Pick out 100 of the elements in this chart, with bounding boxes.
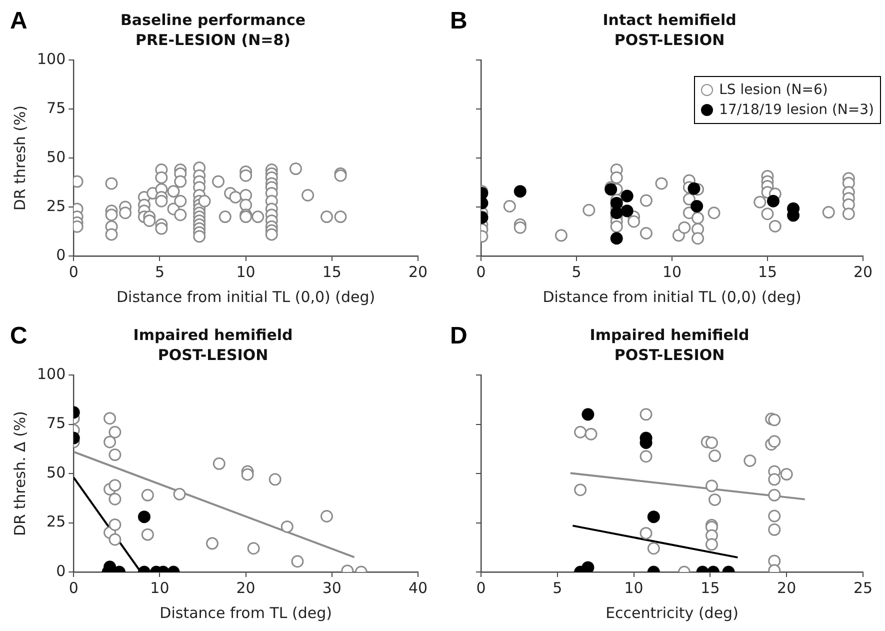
text: D	[450, 322, 468, 350]
point	[766, 194, 780, 208]
x-axis-title: Distance from initial TL (0,0) (deg)	[542, 288, 802, 306]
point	[610, 232, 623, 245]
x-tick-label: 10	[236, 262, 256, 281]
y-axis-title: DR thresh (%)	[10, 105, 29, 211]
point	[554, 229, 568, 242]
point	[640, 408, 652, 421]
x-tick-label: 25	[853, 578, 873, 597]
x-tick-label: 20	[853, 262, 873, 281]
point	[754, 196, 766, 208]
point	[268, 473, 282, 486]
point	[768, 523, 781, 536]
point	[108, 426, 122, 438]
y-tick-label: 0	[56, 562, 66, 580]
legend-label: 17/18/19 lesion (N=3)	[719, 101, 874, 120]
point	[610, 206, 623, 220]
point	[640, 194, 652, 207]
point	[688, 182, 700, 195]
point	[768, 435, 781, 448]
point	[761, 208, 774, 220]
x-axis-title: Distance from TL (deg)	[160, 604, 332, 622]
x-tick-label: 5	[572, 262, 582, 281]
x-tick-label: 15	[758, 262, 778, 281]
point	[708, 206, 720, 220]
y-tick-label: 50	[46, 463, 66, 482]
point	[574, 484, 587, 496]
point	[241, 468, 254, 481]
y-tick-label: 25	[46, 196, 66, 215]
point	[108, 518, 122, 531]
point	[503, 200, 516, 212]
text: C	[10, 322, 28, 350]
point	[104, 412, 116, 425]
point	[678, 221, 691, 234]
point	[692, 212, 704, 224]
point	[822, 206, 835, 219]
x-tick-label: 5	[552, 578, 562, 597]
chart-title: Impaired hemifield	[590, 326, 750, 344]
chart-subtitle: POST-LESION	[158, 346, 268, 364]
point	[768, 488, 781, 502]
y-tick-label: 100	[36, 50, 66, 68]
point	[744, 454, 756, 467]
x-tick-label: 10	[662, 262, 682, 281]
x-axis-title: Distance from initial TL (0,0) (deg)	[116, 288, 376, 306]
chart-title: Intact hemifield	[602, 10, 736, 29]
point	[780, 468, 793, 481]
point	[842, 208, 855, 220]
chart-subtitle: PRE-LESION (N=8)	[135, 30, 291, 49]
x-tick-label: 0	[68, 578, 78, 597]
point	[582, 204, 596, 216]
y-tick-label: 100	[36, 364, 66, 383]
y-tick-label: 25	[46, 512, 66, 531]
point	[620, 204, 634, 218]
x-tick-label: 0	[476, 262, 486, 281]
point	[690, 200, 704, 212]
point	[708, 450, 722, 462]
point	[574, 426, 587, 438]
point	[705, 480, 718, 492]
text: B	[450, 8, 468, 35]
point	[104, 436, 116, 448]
point	[247, 542, 260, 555]
x-tick-label: 0	[476, 578, 486, 597]
point	[582, 408, 594, 421]
text: A	[10, 8, 28, 35]
point	[692, 232, 704, 245]
chart-title: Impaired hemifield	[133, 326, 293, 344]
point	[291, 555, 304, 568]
x-tick-label: 20	[236, 578, 256, 597]
point	[682, 192, 696, 206]
chart-subtitle: POST-LESION	[614, 346, 725, 364]
y-tick-label: 0	[56, 246, 66, 264]
x-tick-label: 10	[624, 578, 644, 597]
x-tick-label: 10	[150, 578, 170, 597]
y-tick-label: 50	[46, 148, 66, 166]
x-tick-label: 15	[700, 578, 720, 597]
point	[212, 457, 226, 470]
point	[647, 542, 660, 555]
point	[108, 492, 122, 506]
y-tick-label: 75	[46, 98, 66, 117]
point	[768, 414, 781, 426]
point	[206, 537, 218, 550]
point	[705, 436, 718, 450]
point	[108, 479, 122, 492]
point	[628, 215, 640, 228]
point	[108, 533, 122, 546]
point	[141, 528, 154, 541]
point	[514, 221, 526, 234]
point	[640, 227, 652, 240]
point	[620, 190, 634, 202]
point	[708, 493, 722, 506]
point	[320, 510, 333, 522]
point	[768, 510, 781, 522]
x-axis-title: Eccentricity (deg)	[606, 604, 738, 622]
point	[768, 220, 782, 232]
point	[108, 448, 122, 462]
x-tick-label: 15	[322, 262, 342, 281]
point	[640, 526, 652, 540]
point	[655, 177, 668, 190]
x-tick-label: 0	[68, 262, 78, 281]
point	[705, 538, 718, 551]
